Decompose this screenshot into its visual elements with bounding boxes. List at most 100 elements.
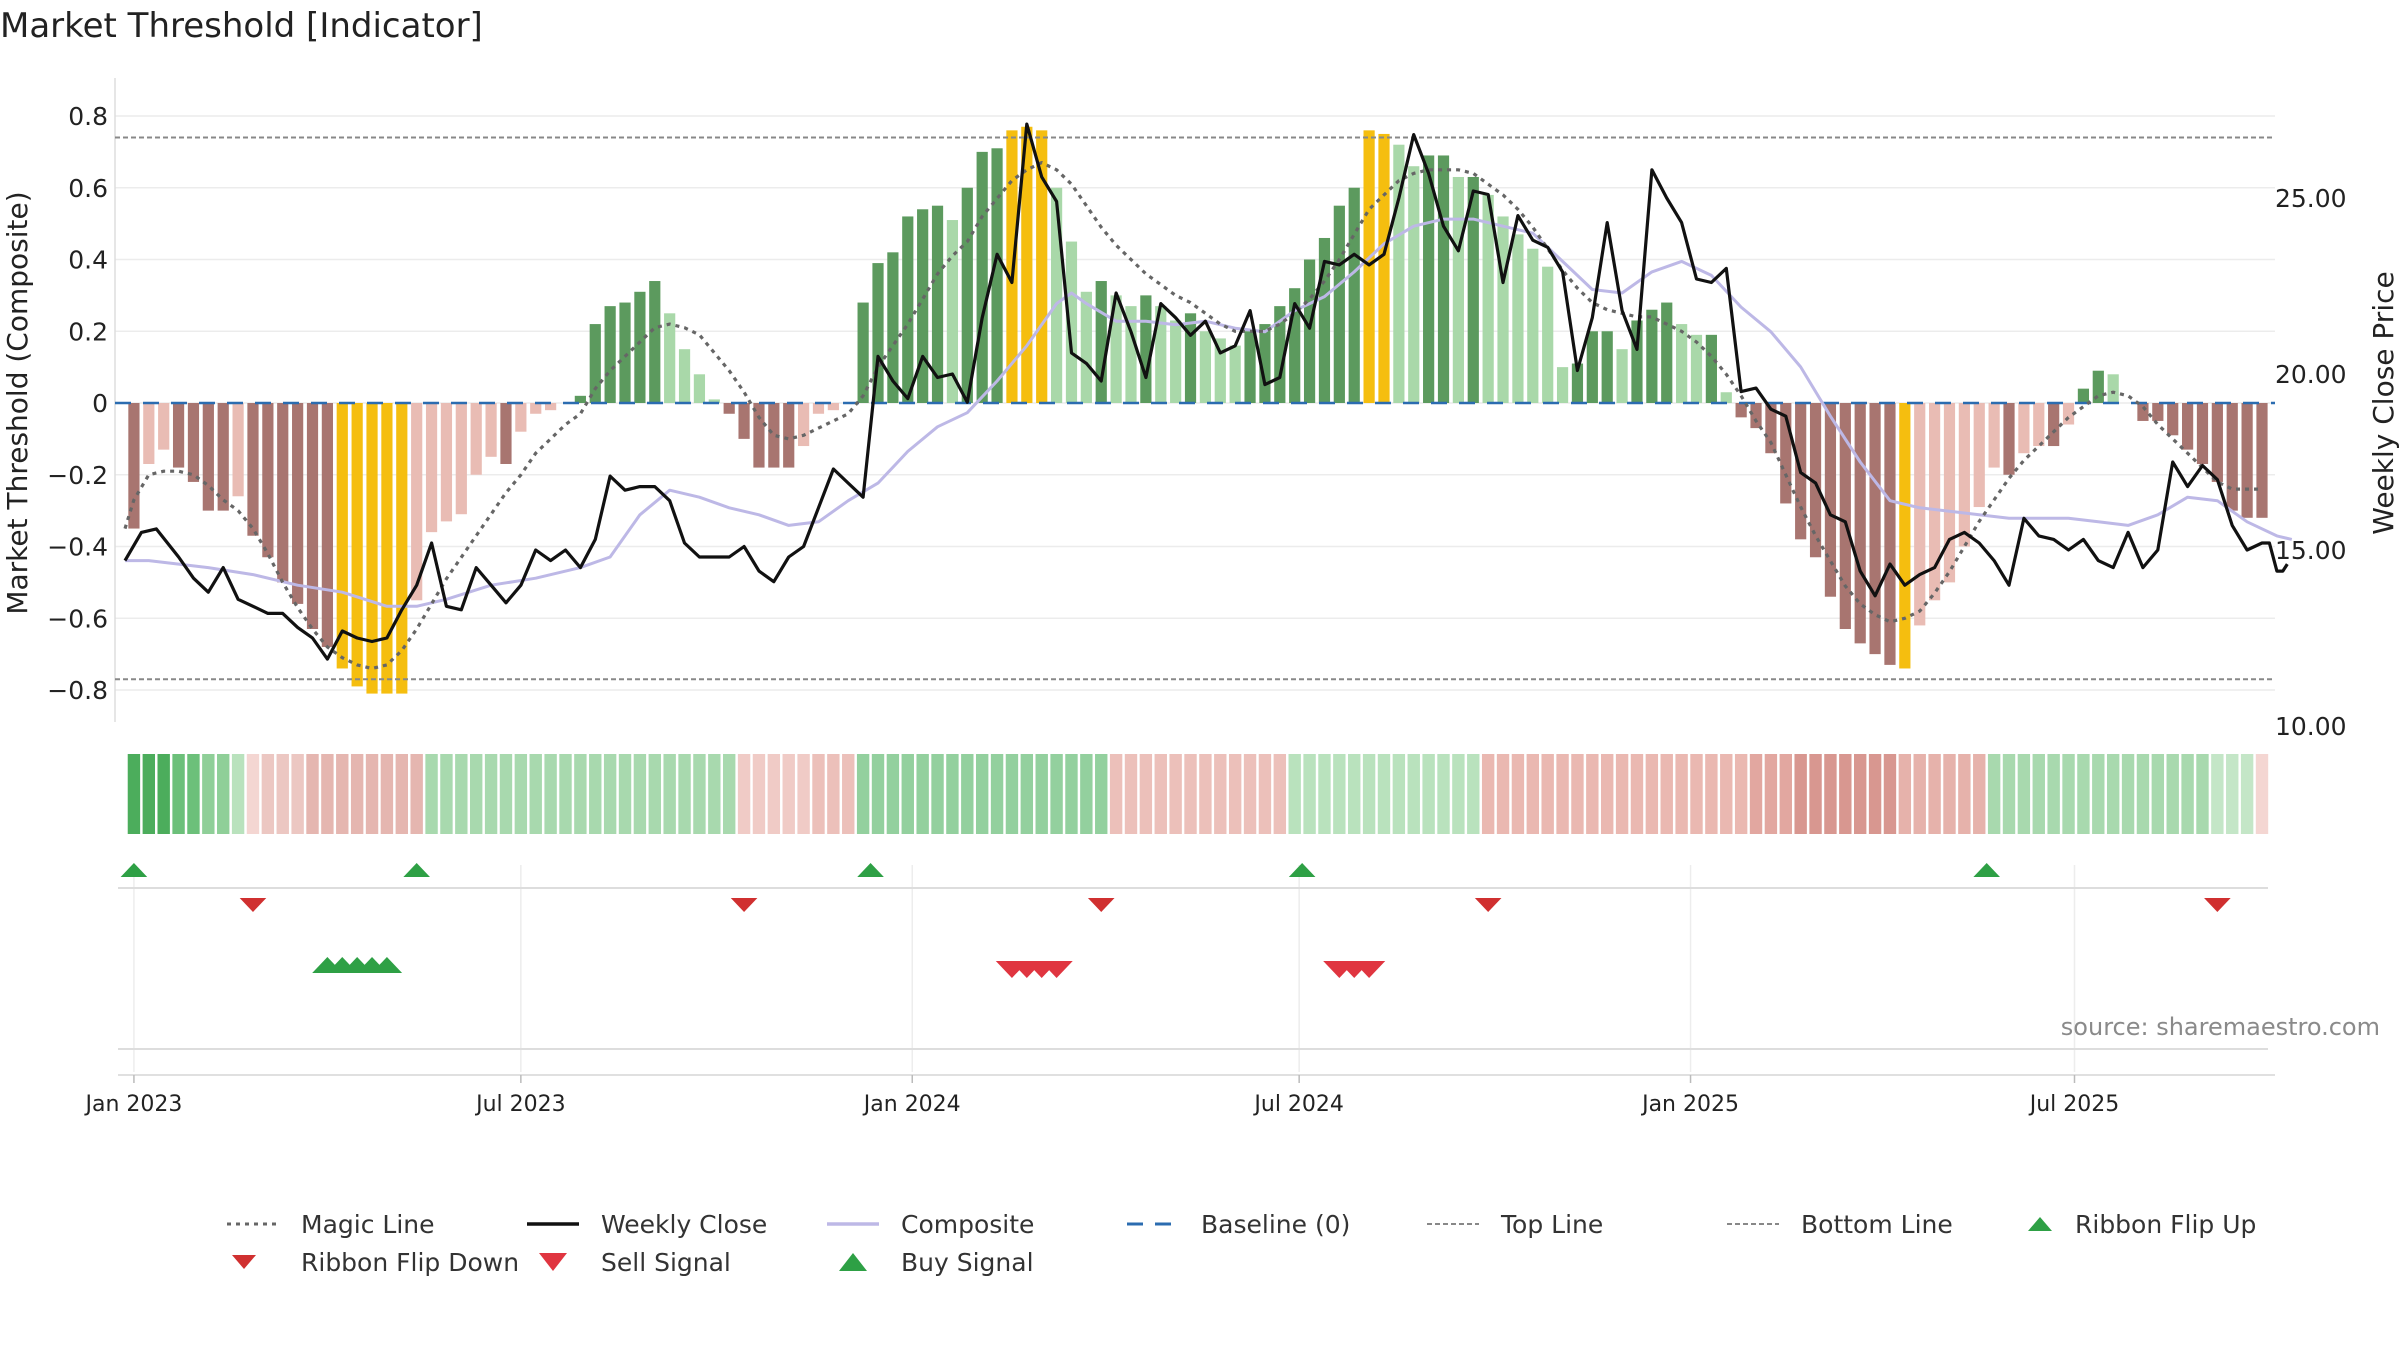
composite-bar	[1229, 345, 1241, 403]
ribbon-cell	[693, 754, 706, 834]
composite-bar	[783, 403, 795, 468]
ribbon-cell	[1809, 754, 1822, 834]
ribbon-flip-up-marker	[120, 863, 148, 877]
composite-bar	[1125, 306, 1137, 403]
composite-bar	[1542, 266, 1554, 403]
ribbon-cell	[1541, 754, 1554, 834]
ribbon-cell	[261, 754, 275, 834]
composite-bar	[1244, 331, 1256, 403]
y-tick-label: 0	[92, 389, 108, 418]
ribbon-cell	[395, 754, 408, 834]
ribbon-cell	[1258, 754, 1272, 834]
ribbon-cell	[1243, 754, 1257, 834]
composite-bar	[1958, 403, 1970, 547]
ribbon-cell	[797, 754, 810, 834]
ribbon-flip-down-marker	[730, 898, 758, 912]
y-tick-label: −0.4	[47, 533, 108, 562]
ribbon-cell	[1318, 754, 1331, 834]
composite-bar	[634, 291, 646, 403]
composite-bar	[1809, 403, 1822, 558]
ribbon-cell	[842, 754, 855, 834]
composite-bar	[1363, 130, 1375, 403]
composite-bar	[1170, 320, 1182, 403]
composite-bar	[1259, 324, 1271, 403]
composite-bar	[991, 148, 1003, 403]
ribbon-cell	[990, 754, 1004, 834]
ribbon-cell	[574, 754, 587, 834]
composite-bar	[1021, 126, 1033, 403]
ribbon-cell	[1660, 754, 1673, 834]
composite-bar	[1884, 403, 1896, 665]
ribbon-flip-up-marker	[1288, 863, 1316, 877]
composite-bar	[292, 403, 304, 604]
ribbon-cell	[1199, 754, 1212, 834]
ribbon-cell	[1630, 754, 1644, 834]
composite-bar	[961, 187, 973, 403]
composite-bar	[2211, 403, 2223, 482]
ribbon-flip-up-marker	[857, 863, 884, 877]
x-tick-label: Jan 2024	[862, 1092, 961, 1117]
ribbon-cell	[1273, 754, 1287, 834]
y2-tick-label: 10.00	[2275, 712, 2347, 741]
ribbon-cell	[172, 754, 185, 834]
composite-bar	[1854, 403, 1866, 644]
ribbon-cell	[916, 754, 929, 834]
y-tick-label: 0.8	[68, 102, 108, 131]
composite-bar	[2018, 403, 2030, 454]
y2-axis-label: Weekly Close Price	[2367, 271, 2400, 534]
ribbon-cell	[1764, 754, 1778, 834]
composite-bar	[485, 403, 497, 457]
ribbon-cell	[246, 754, 260, 834]
ribbon-cell	[2136, 754, 2150, 834]
composite-bar	[708, 399, 720, 403]
ribbon-cell	[2196, 754, 2209, 834]
ribbon-cell	[1720, 754, 1733, 834]
legend-baseline-swatch	[1127, 1222, 1179, 1226]
ribbon-cell	[2211, 754, 2224, 834]
ribbon-cell	[1973, 754, 1986, 834]
ribbon-cell	[946, 754, 959, 834]
ribbon-cell	[1288, 754, 1301, 834]
ribbon-cell	[1005, 754, 1019, 834]
y2-tick-label: 20.00	[2275, 360, 2347, 389]
ribbon-cell	[1422, 754, 1435, 834]
ribbon-cell	[589, 754, 602, 834]
ribbon-cell	[1467, 754, 1480, 834]
ribbon-cell	[1615, 754, 1629, 834]
ribbon-cell	[1228, 754, 1242, 834]
composite-bar	[1661, 302, 1673, 403]
y-axis-label: Market Threshold (Composite)	[1, 191, 34, 614]
ribbon-cell	[2255, 754, 2269, 834]
legend-magic-line-swatch	[227, 1222, 279, 1226]
composite-bar	[1720, 392, 1732, 403]
ribbon-cell	[350, 754, 364, 834]
ribbon-cell	[1958, 754, 1971, 834]
ribbon-cell	[1303, 754, 1316, 834]
ribbon-cell	[1586, 754, 1599, 834]
legend-weekly-close-swatch	[527, 1222, 579, 1226]
ribbon-cell	[2017, 754, 2031, 834]
ribbon-cell	[365, 754, 379, 834]
ribbon-cell	[678, 754, 691, 834]
ribbon-cell	[737, 754, 751, 834]
composite-bar	[1184, 313, 1197, 403]
composite-bar	[1050, 187, 1063, 403]
ribbon-cell	[1883, 754, 1897, 834]
composite-bar	[2256, 403, 2268, 518]
composite-bar	[172, 403, 185, 468]
ribbon-cell	[1913, 754, 1926, 834]
composite-bar	[604, 306, 616, 403]
composite-bar	[232, 403, 244, 497]
composite-bar	[902, 216, 914, 403]
legend-label: Ribbon Flip Down	[301, 1247, 520, 1277]
composite-bar	[723, 403, 735, 414]
composite-bar	[812, 403, 825, 414]
ribbon-cell	[187, 754, 200, 834]
composite-bar	[1780, 403, 1792, 504]
composite-bar	[1750, 403, 1762, 429]
composite-bar	[887, 252, 899, 403]
ribbon-cell	[931, 754, 944, 834]
legend-item-sell-signal: Sell Signal	[525, 1248, 825, 1277]
ribbon-cell	[1124, 754, 1138, 834]
composite-bar	[470, 403, 482, 475]
